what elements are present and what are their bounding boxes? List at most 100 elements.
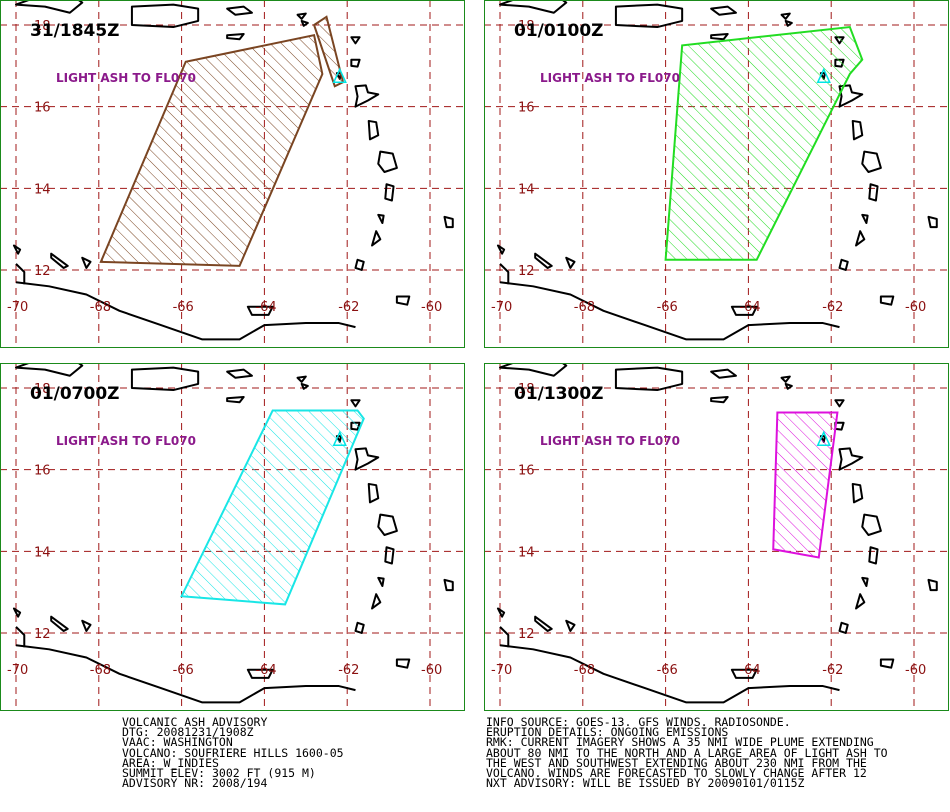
ash-level-label: LIGHT ASH TO FL070 [540,71,680,85]
lon-tick-label: -68 [574,663,595,678]
lon-tick-label: -64 [255,300,276,315]
lon-tick-label: -60 [421,663,442,678]
coastline-tobago [879,295,895,306]
coastline-st-vincent [377,213,385,225]
coastline-hispaniola-east [499,1,568,14]
lon-tick-label: -64 [255,663,276,678]
advisory-line: ABOUT 80 NMI TO THE NORTH AND A LARGE AR… [486,745,888,760]
lon-tick-label: -66 [657,300,678,315]
map-canvas: -70 -68 -66 -64 -62 -60 18 16 14 12 01/0700Z LIGHT … [0,363,465,711]
panel-top-left: -70 -68 -66 -64 -62 -60 18 16 14 12 31/1845Z LIGHT … [0,0,480,348]
coastline-st-vincent [377,576,385,588]
lon-tick-label: -66 [173,300,194,315]
lat-tick-label: 16 [34,101,51,116]
coastline-bonaire [81,619,92,632]
valid-time-label: 01/0700Z [30,384,120,404]
volcano-triangle-icon [816,430,831,447]
coastline-bonaire [565,256,576,269]
valid-time-label: 01/0100Z [514,21,604,41]
advisory-line: NXT ADVISORY: WILL BE ISSUED BY 20090101… [486,776,805,791]
lat-tick-label: 18 [518,382,535,397]
coastline-margarita [246,668,274,679]
lat-tick-label: 12 [518,627,535,642]
coastline-guadeloupe [354,447,380,471]
lat-tick-label: 16 [518,101,535,116]
coastline-aruba [496,244,506,255]
advisory-line: VAAC: WASHINGTON [122,735,233,750]
lon-tick-label: -60 [421,300,442,315]
coastline-barbados [443,215,454,229]
coastline-virgin-islands [226,368,253,379]
lon-tick-label: -70 [491,663,512,678]
coastline-curacao [534,615,553,632]
coastline-st-lucia [384,546,395,565]
coastline-virgin-islands [710,368,737,379]
lat-tick-label: 14 [518,182,535,197]
ash-cloud-polygon [664,25,864,261]
coastline-paraguana [499,626,510,648]
lat-tick-label: 14 [34,182,51,197]
coastline-guadeloupe [838,84,864,108]
advisory-line: DTG: 20081231/1908Z [122,725,254,740]
coastline-venezuela-coast [499,281,840,341]
coastline-venezuela-coast [15,281,356,341]
coastline-barbuda [834,399,845,408]
map-canvas: -70 -68 -66 -64 -62 -60 18 16 14 12 01/1300Z LIGHT … [484,363,949,711]
coastline-tobago [395,658,411,669]
coastline-aruba [12,244,22,255]
coastline-venezuela-coast [499,644,840,704]
lon-tick-label: -64 [739,300,760,315]
coastline-aruba [496,607,506,618]
lon-tick-label: -68 [90,300,111,315]
ash-cloud-polygon [772,411,839,559]
panel-frame [484,363,949,711]
coastline-st-vincent [861,213,869,225]
lon-tick-label: -62 [822,300,843,315]
coastline-guadeloupe [838,447,864,471]
graticule [485,364,948,710]
advisory-line: SUMMIT ELEV: 3002 FT (915 M) [122,766,316,781]
coastline-barbuda [350,399,361,408]
coastline-st-croix [226,32,245,41]
panel-frame [0,0,465,348]
lat-tick-label: 12 [518,264,535,279]
lon-tick-label: -60 [905,300,926,315]
advisory-line: VOLCANIC ASH ADVISORY [122,715,268,729]
coastline-martinique [861,150,882,173]
coastline-puerto-rico [614,366,684,392]
advisory-line: INFO SOURCE: GOES-13. GFS WINDS. RADIOSO… [486,715,791,729]
coastline-st-croix [710,395,729,404]
coastline-st-martin [784,382,793,390]
advisory-line: VOLCANO: SOUFRIERE HILLS 1600-05 [122,745,344,760]
coastline-martinique [377,513,398,536]
lat-tick-label: 12 [34,264,51,279]
coastline-grenadines [855,230,866,247]
coastline-puerto-rico [130,366,200,392]
lon-tick-label: -62 [822,663,843,678]
valid-time-label: 31/1845Z [30,21,120,41]
coastline-grenada [838,621,849,634]
coastline-grenadines [371,593,382,610]
coastline-margarita [730,668,758,679]
lat-tick-label: 16 [518,464,535,479]
coastline-aruba [12,607,22,618]
advisory-header-text: VOLCANIC ASH ADVISORY DTG: 20081231/1908Z… [122,715,344,789]
coastline-st-lucia [868,546,879,565]
coastline-dominica [367,119,380,141]
coastline-st-martin [300,382,309,390]
advisory-line: AREA: W_INDIES [122,755,219,770]
coastline-dominica [367,482,380,504]
coastline-paraguana [499,263,510,285]
ash-level-label: LIGHT ASH TO FL070 [56,71,196,85]
coastline-tobago [395,295,411,306]
lon-tick-label: -60 [905,663,926,678]
coastline-st-vincent [861,576,869,588]
lon-tick-label: -66 [657,663,678,678]
volcano-triangle-icon [332,430,347,447]
coastline-anguilla [780,12,791,20]
advisory-line: VOLCANO. WINDS ARE FORECASTED TO SLOWLY … [486,766,867,781]
coastline-bonaire [565,619,576,632]
lon-tick-label: -62 [338,663,359,678]
lon-tick-label: -70 [7,663,28,678]
coastline-anguilla [780,375,791,383]
